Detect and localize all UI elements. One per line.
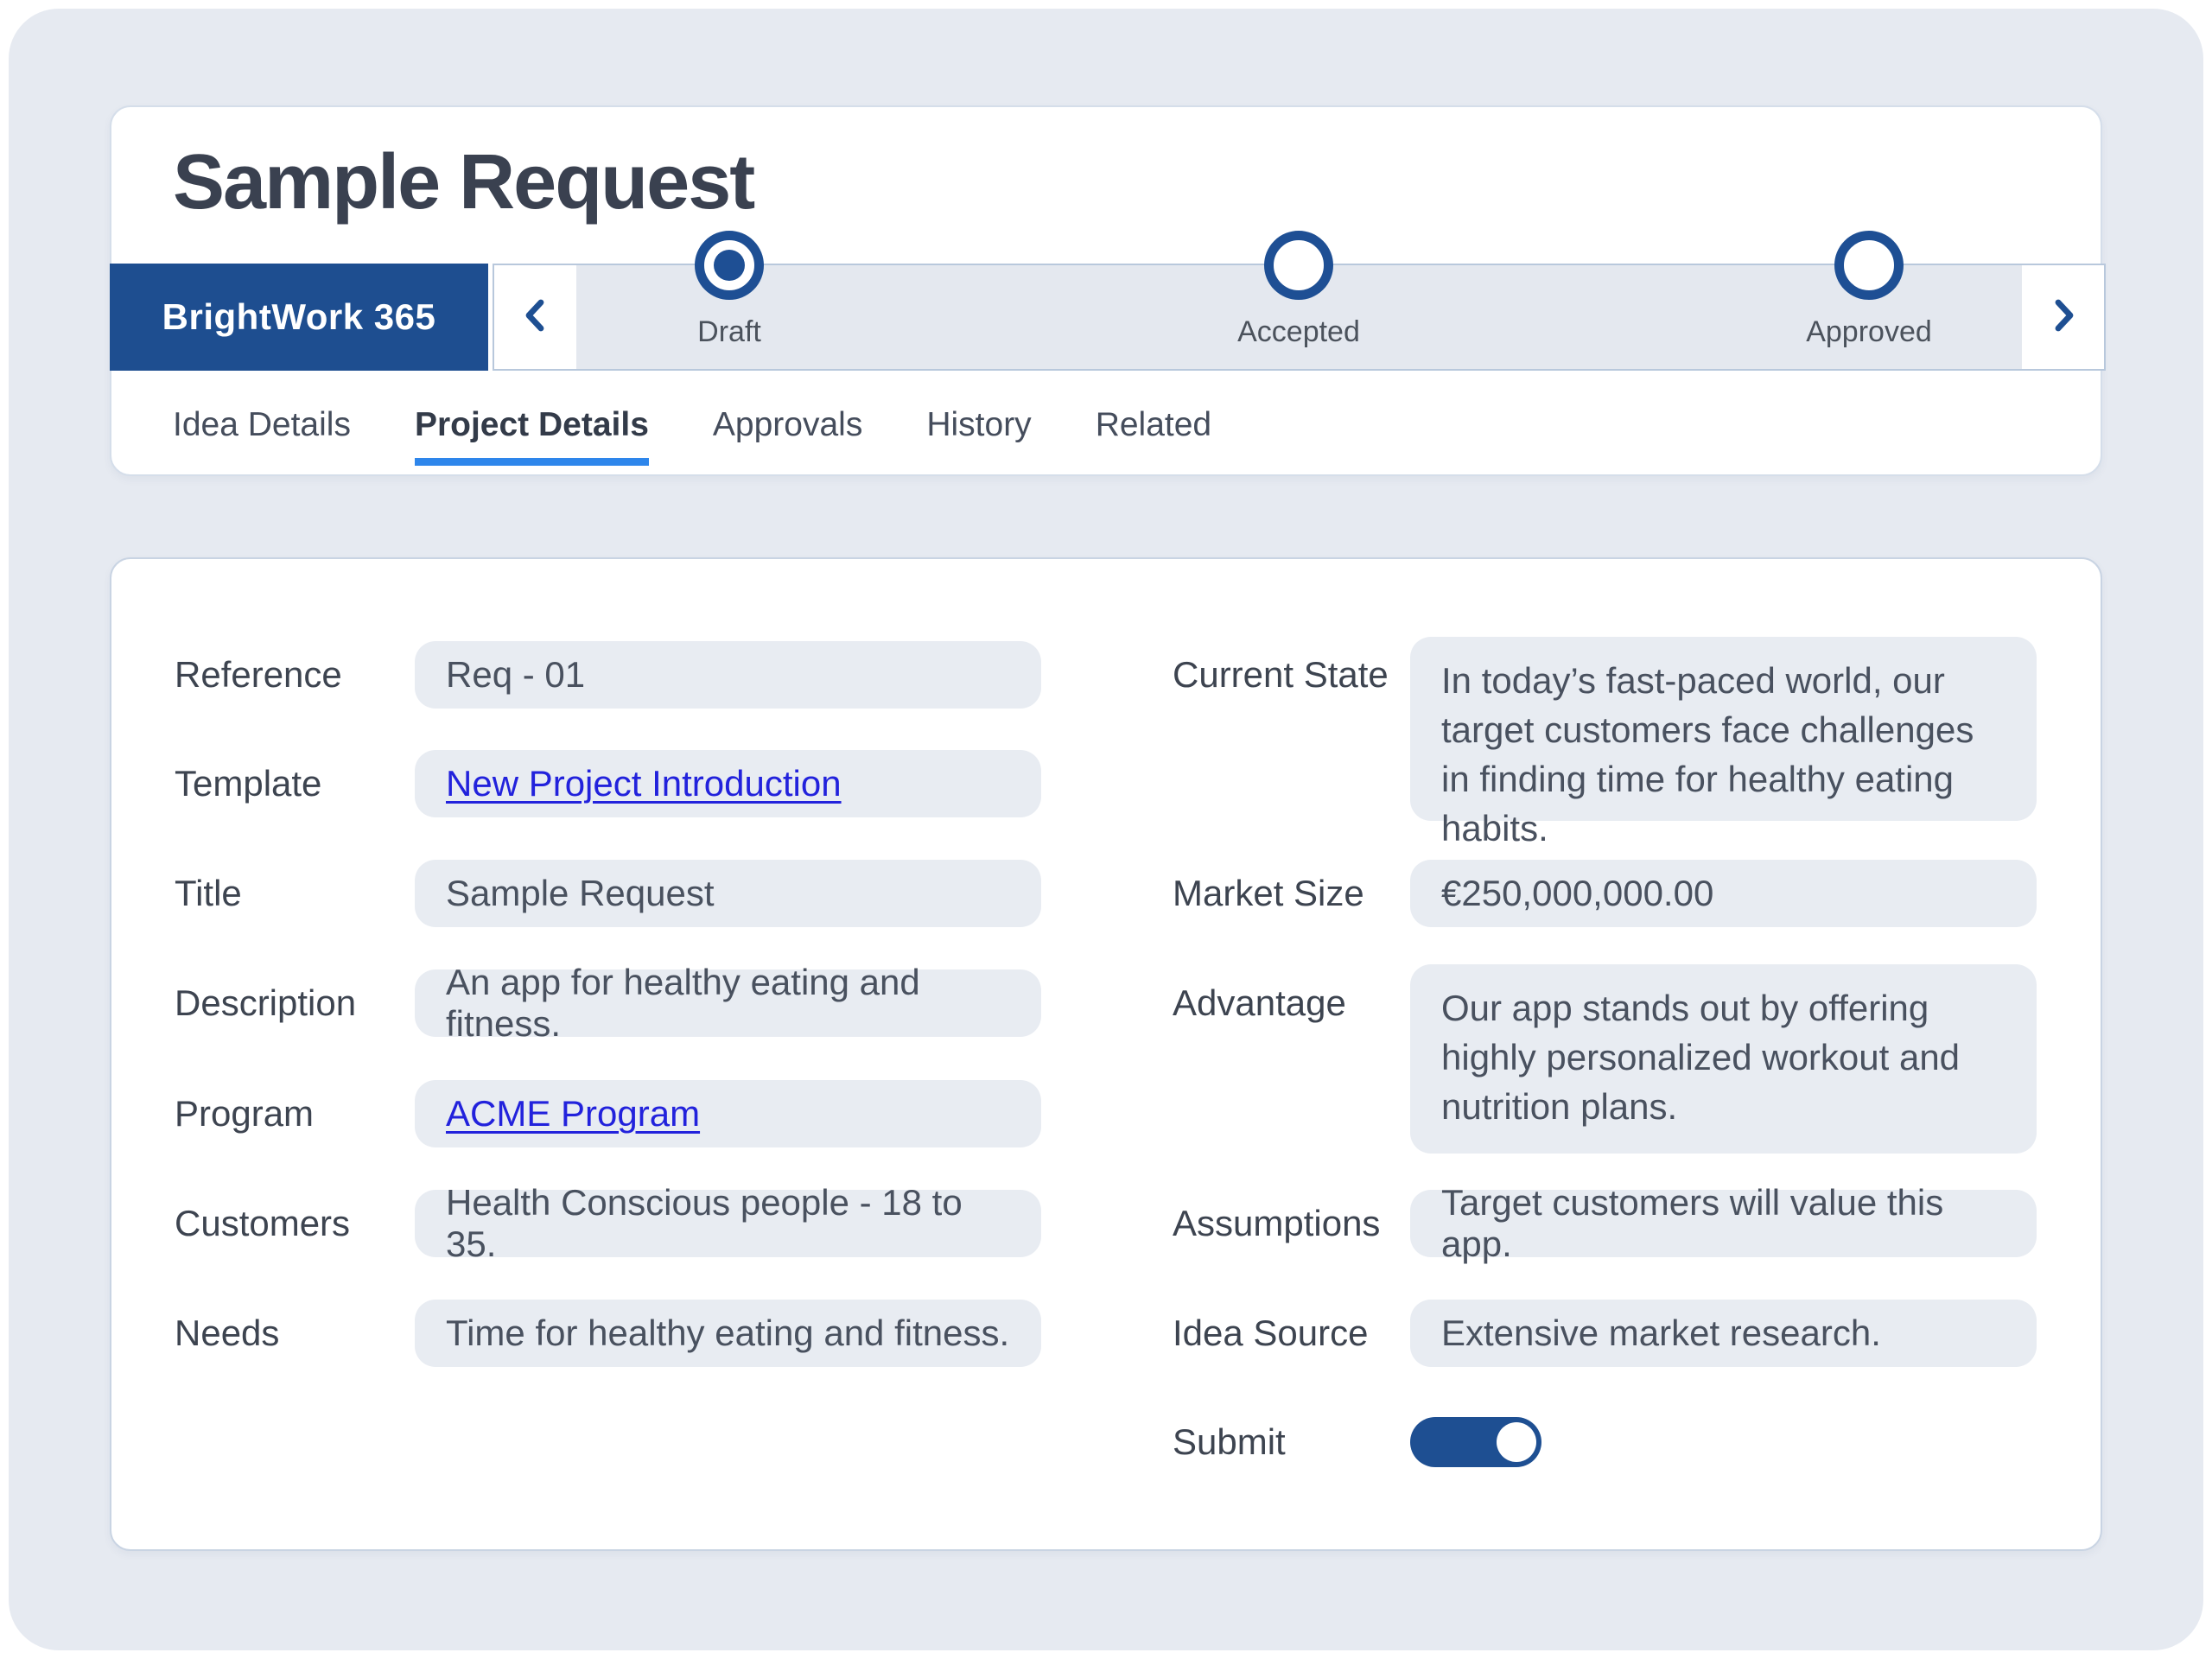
title-value: Sample Request [446,873,715,913]
stage-label: Draft [697,315,761,348]
stage-circle-current-icon [695,231,764,300]
reference-field[interactable]: Req - 01 [415,641,1041,709]
field-label-advantage: Advantage [1173,982,1346,1023]
field-label-program: Program [175,1093,315,1134]
current-state-value: In today’s fast-paced world, our target … [1441,660,1974,849]
field-label-current-state: Current State [1173,654,1389,695]
previous-stage-button[interactable] [494,265,576,369]
customers-value: Health Conscious people - 18 to 35. [446,1182,963,1264]
tab-history[interactable]: History [926,406,1032,443]
tab-related[interactable]: Related [1095,406,1212,443]
page-title: Sample Request [173,139,755,226]
toggle-knob [1497,1422,1536,1462]
idea-source-value: Extensive market research. [1441,1313,1881,1353]
stage-circle-icon [1834,231,1904,300]
field-label-assumptions: Assumptions [1173,1203,1381,1243]
field-label-market-size: Market Size [1173,873,1364,913]
program-link[interactable]: ACME Program [446,1093,701,1134]
project-details-form: Reference Req - 01 Template New Project … [110,557,2102,1551]
customers-field[interactable]: Health Conscious people - 18 to 35. [415,1182,1041,1264]
header-card: Sample Request BrightWork 365 Draft Acce… [110,105,2106,476]
field-label-title: Title [175,873,242,913]
description-field[interactable]: An app for healthy eating and fitness. [415,962,1041,1044]
idea-source-field[interactable]: Extensive market research. [1410,1300,2037,1367]
needs-value: Time for healthy eating and fitness. [446,1313,1010,1353]
title-field[interactable]: Sample Request [415,860,1041,927]
business-process-strip: Draft Accepted Approved [493,231,2106,371]
brand-banner: BrightWork 365 [110,264,488,371]
field-label-description: Description [175,982,357,1023]
field-label-reference: Reference [175,654,342,695]
program-field: ACME Program [415,1080,1041,1147]
chevron-right-icon [2043,295,2084,340]
field-label-needs: Needs [175,1313,280,1353]
stage-label: Accepted [1237,315,1360,348]
reference-value: Req - 01 [446,654,586,695]
advantage-value: Our app stands out by offering highly pe… [1441,988,1961,1127]
tab-bar: Idea Details Project Details Approvals H… [173,406,1211,466]
field-label-submit: Submit [1173,1421,1286,1462]
field-label-customers: Customers [175,1203,351,1243]
tab-approvals[interactable]: Approvals [712,406,863,443]
template-field: New Project Introduction [415,750,1041,817]
market-size-field[interactable]: €250,000,000.00 [1410,860,2037,927]
advantage-field[interactable]: Our app stands out by offering highly pe… [1410,964,2037,1154]
description-value: An app for healthy eating and fitness. [446,962,920,1044]
brand-label: BrightWork 365 [162,296,436,337]
current-state-field[interactable]: In today’s fast-paced world, our target … [1410,637,2037,849]
tab-project-details[interactable]: Project Details [414,406,649,466]
next-stage-button[interactable] [2022,265,2104,369]
needs-field[interactable]: Time for healthy eating and fitness. [415,1300,1041,1367]
chevron-left-icon [515,295,556,340]
stage-circle-icon [1264,231,1333,300]
tab-idea-details[interactable]: Idea Details [173,406,351,443]
market-size-value: €250,000,000.00 [1441,873,1714,913]
field-label-template: Template [175,763,322,804]
assumptions-value: Target customers will value this app. [1441,1182,1944,1264]
field-label-idea-source: Idea Source [1173,1313,1369,1353]
stage-label: Approved [1806,315,1932,348]
submit-toggle[interactable] [1410,1417,1541,1467]
template-link[interactable]: New Project Introduction [446,763,842,804]
assumptions-field[interactable]: Target customers will value this app. [1410,1182,2037,1264]
